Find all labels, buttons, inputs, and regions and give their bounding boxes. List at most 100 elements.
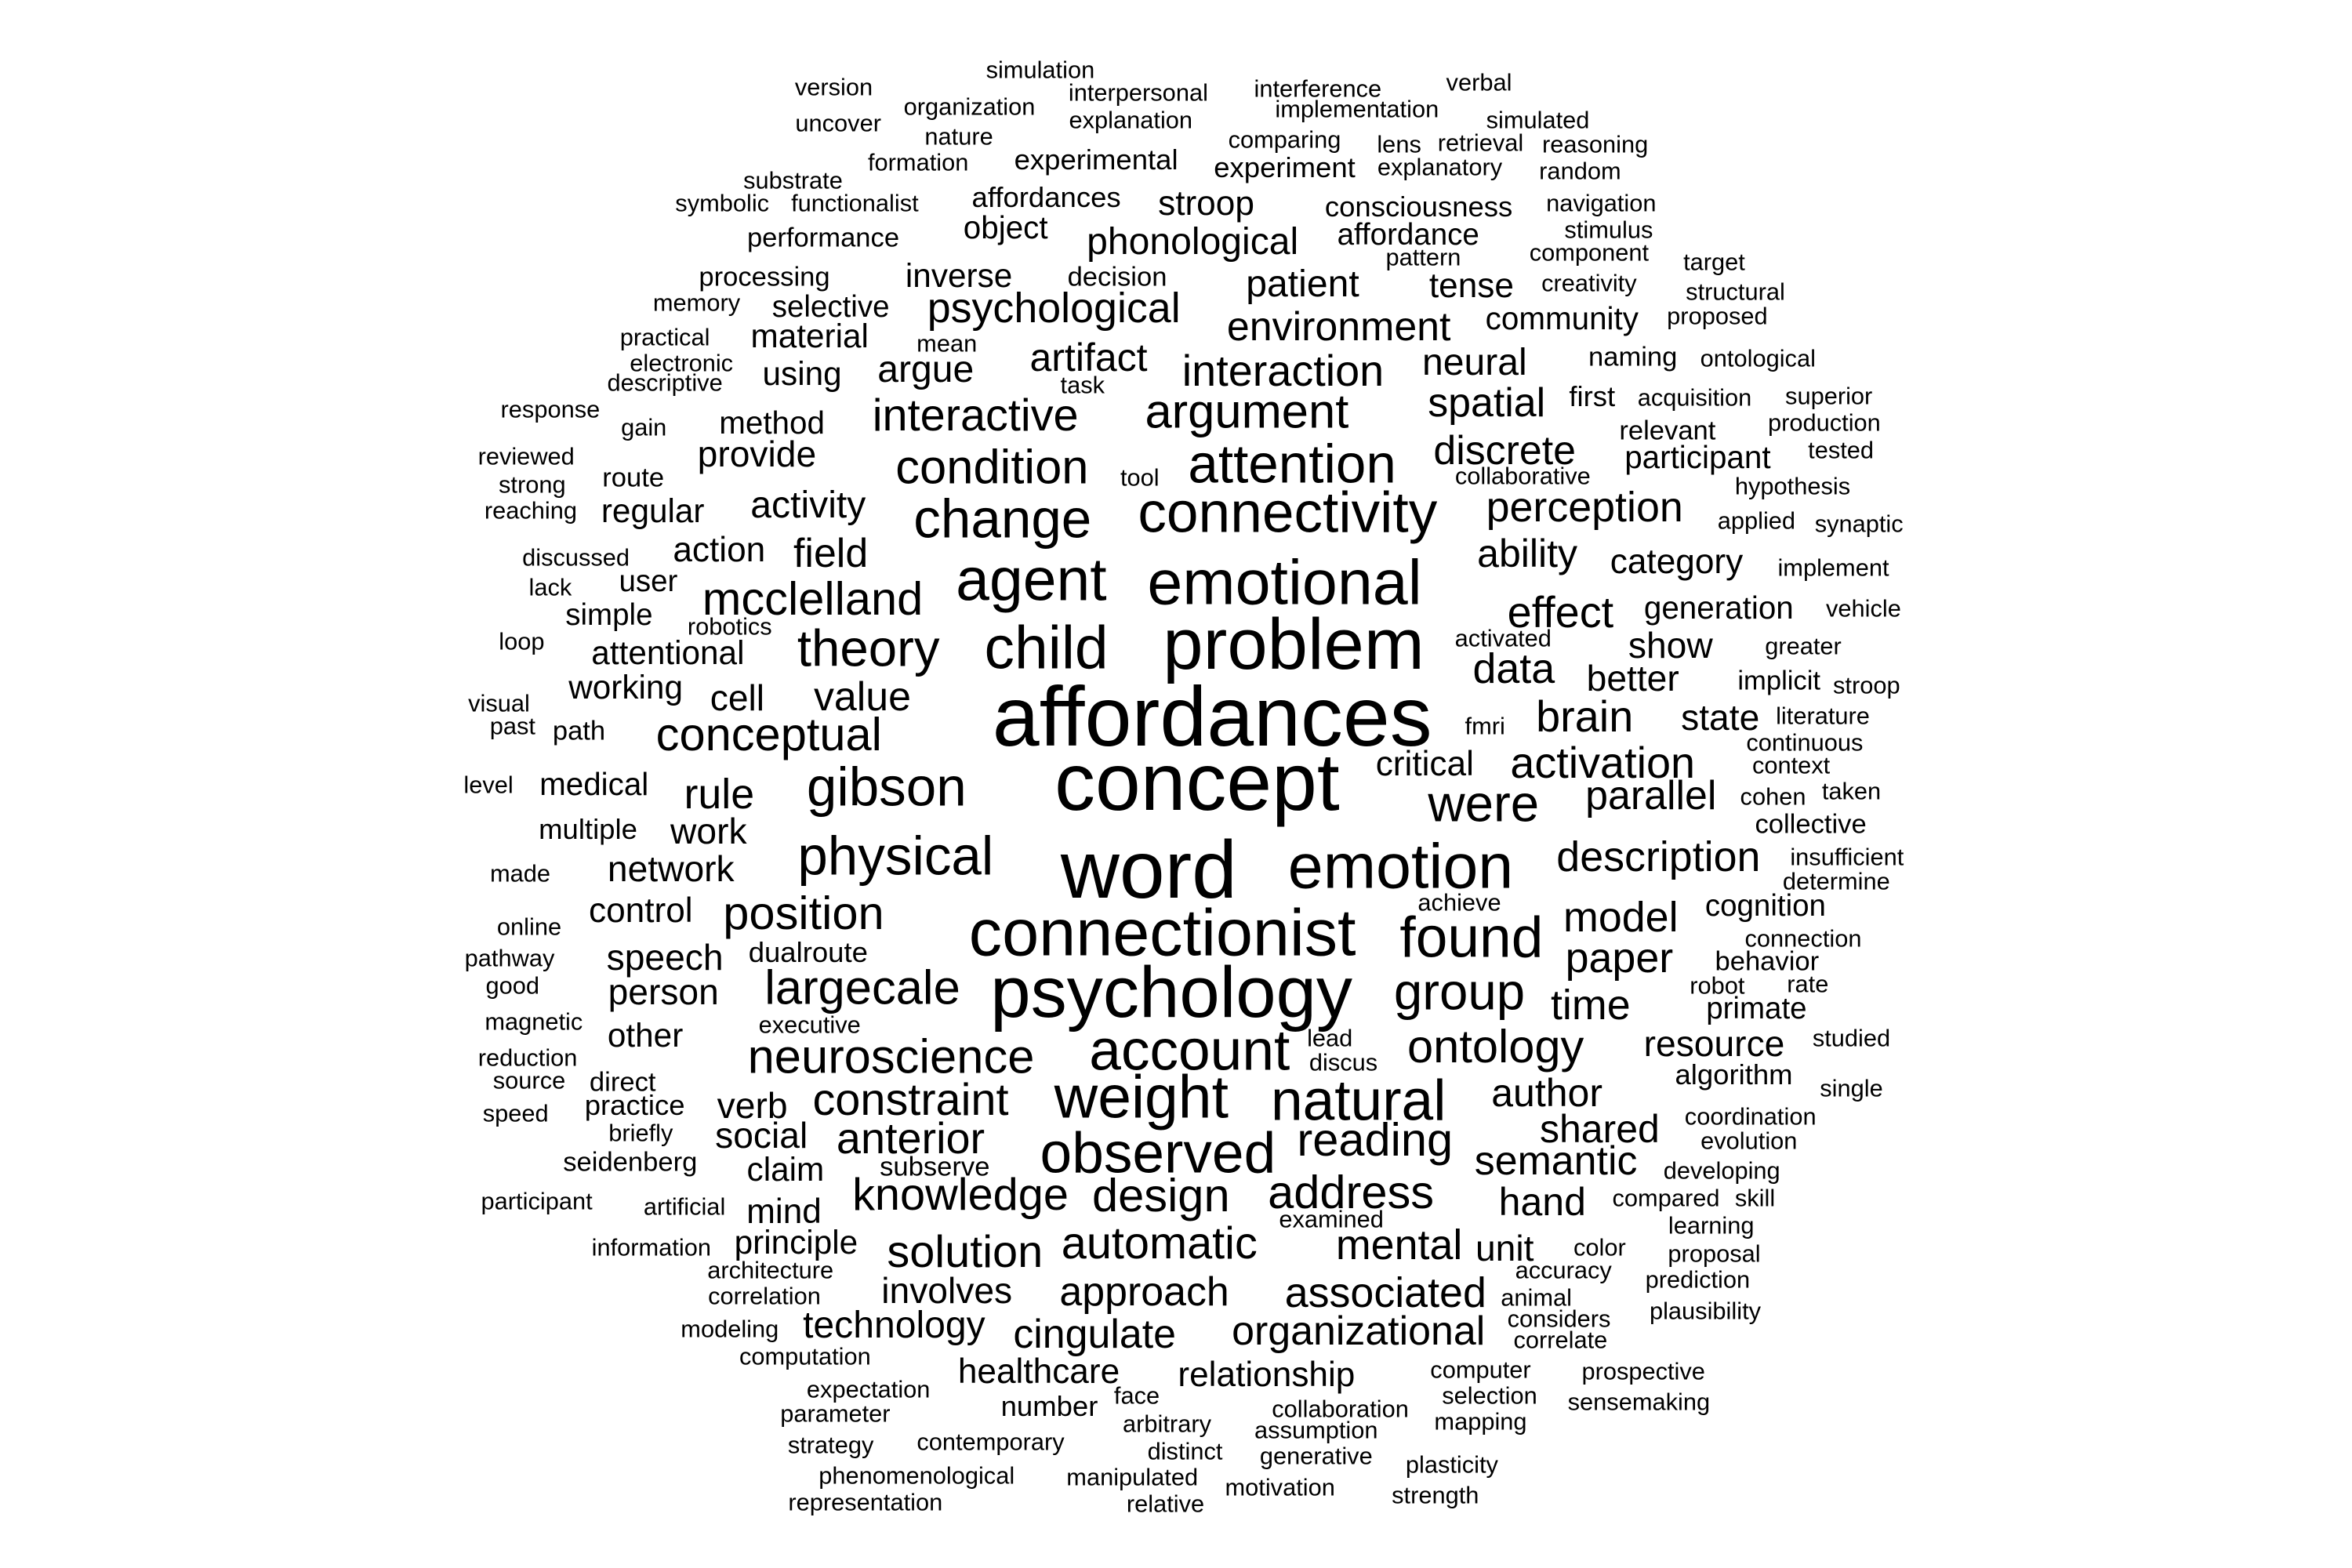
cloud-word: source [492, 1066, 566, 1094]
cloud-word: category [1610, 543, 1744, 582]
cloud-word: implementation [1275, 95, 1439, 123]
cloud-word: parallel [1585, 772, 1717, 818]
cloud-word: mental [1335, 1221, 1463, 1269]
cloud-word: shared [1539, 1107, 1660, 1152]
cloud-word: assumption [1254, 1416, 1378, 1444]
cloud-word: data [1472, 644, 1555, 692]
cloud-word: speed [482, 1099, 549, 1127]
cloud-word: verbal [1446, 68, 1512, 96]
cloud-word: psychological [927, 285, 1181, 332]
cloud-word: affordance [1337, 217, 1479, 252]
cloud-word: cell [710, 677, 765, 719]
cloud-word: experimental [1014, 143, 1178, 176]
cloud-word: tense [1428, 267, 1514, 306]
cloud-word: better [1586, 658, 1679, 699]
cloud-word: achieve [1417, 888, 1501, 916]
cloud-word: simulation [985, 56, 1095, 84]
cloud-word: gain [621, 413, 667, 441]
cloud-word: mapping [1434, 1407, 1527, 1436]
cloud-word: condition [895, 440, 1089, 495]
cloud-word: material [750, 317, 869, 354]
cloud-word: regular [601, 492, 705, 529]
cloud-word: critical [1375, 744, 1474, 783]
cloud-word: information [591, 1233, 711, 1261]
cloud-word: agent [956, 546, 1107, 614]
cloud-word: time [1550, 981, 1631, 1029]
cloud-word: response [500, 395, 601, 423]
cloud-word: cingulate [1013, 1310, 1177, 1356]
cloud-word: visual [468, 689, 530, 717]
cloud-word: neuroscience [747, 1029, 1035, 1084]
cloud-word: largecale [764, 960, 960, 1014]
cloud-word: acquisition [1637, 383, 1752, 412]
cloud-word: ontological [1700, 344, 1816, 372]
cloud-word: studied [1812, 1024, 1891, 1052]
cloud-word: work [670, 810, 747, 851]
cloud-word: patient [1246, 262, 1359, 305]
cloud-word: correlation [708, 1282, 821, 1310]
cloud-word: connectionist [968, 895, 1356, 971]
cloud-word: number [1000, 1389, 1098, 1422]
cloud-word: ability [1477, 531, 1578, 575]
cloud-word: symbolic [675, 189, 770, 217]
cloud-word: fmri [1465, 712, 1505, 740]
cloud-word: prospective [1581, 1357, 1705, 1385]
cloud-word: hand [1498, 1179, 1586, 1224]
cloud-word: connection [1744, 924, 1862, 953]
cloud-word: relative [1126, 1490, 1205, 1518]
cloud-word: interactive [872, 390, 1079, 441]
cloud-word: natural [1270, 1069, 1446, 1133]
cloud-word: correlate [1513, 1326, 1608, 1354]
cloud-word: performance [746, 223, 900, 253]
cloud-word: explanation [1069, 106, 1193, 134]
cloud-word: attention [1188, 433, 1396, 495]
cloud-word: using [762, 354, 842, 392]
cloud-word: tested [1808, 436, 1875, 464]
cloud-word: evolution [1700, 1127, 1798, 1155]
cloud-word: skill [1734, 1184, 1776, 1212]
cloud-word: action [673, 530, 766, 569]
cloud-word: participant [1624, 438, 1771, 475]
cloud-word: lead [1307, 1024, 1353, 1052]
cloud-word: consciousness [1324, 190, 1513, 223]
cloud-word: resource [1643, 1022, 1785, 1064]
cloud-word: found [1399, 906, 1544, 970]
cloud-word: target [1683, 248, 1745, 276]
cloud-word: production [1767, 408, 1881, 437]
cloud-word: tool [1120, 463, 1160, 492]
cloud-word: reasoning [1541, 130, 1649, 158]
cloud-word: parameter [780, 1399, 891, 1428]
cloud-word: claim [746, 1151, 825, 1189]
cloud-word: generative [1259, 1442, 1373, 1470]
cloud-word: cognition [1704, 888, 1826, 923]
cloud-word: organization [903, 93, 1036, 121]
cloud-word: architecture [707, 1256, 834, 1284]
cloud-word: collaboration [1272, 1395, 1409, 1423]
cloud-word: object [963, 209, 1048, 246]
cloud-word: briefly [608, 1119, 673, 1147]
cloud-word: manipulated [1066, 1463, 1199, 1491]
cloud-word: address [1268, 1166, 1435, 1219]
cloud-word: navigation [1546, 189, 1657, 217]
cloud-word: conceptual [655, 707, 882, 760]
cloud-word: learning [1668, 1211, 1755, 1240]
cloud-word: connectivity [1138, 481, 1438, 545]
cloud-word: affordances [971, 180, 1121, 213]
cloud-word: uncover [795, 109, 881, 137]
cloud-word: theory [797, 619, 940, 677]
cloud-word: vehicle [1825, 594, 1901, 622]
cloud-word: subserve [880, 1152, 990, 1182]
cloud-word: decision [1067, 262, 1167, 292]
cloud-word: constraint [812, 1074, 1009, 1125]
cloud-word: problem [1163, 603, 1425, 685]
cloud-word: artifact [1029, 335, 1148, 379]
cloud-word: motivation [1225, 1473, 1335, 1501]
cloud-word: weight [1054, 1063, 1229, 1131]
cloud-word: synaptic [1814, 510, 1904, 538]
cloud-word: provide [697, 433, 817, 474]
cloud-word: mean [916, 329, 978, 358]
cloud-word: semantic [1474, 1137, 1638, 1183]
cloud-word: applied [1717, 506, 1796, 535]
cloud-word: group [1393, 963, 1526, 1021]
cloud-word: strategy [787, 1431, 874, 1459]
